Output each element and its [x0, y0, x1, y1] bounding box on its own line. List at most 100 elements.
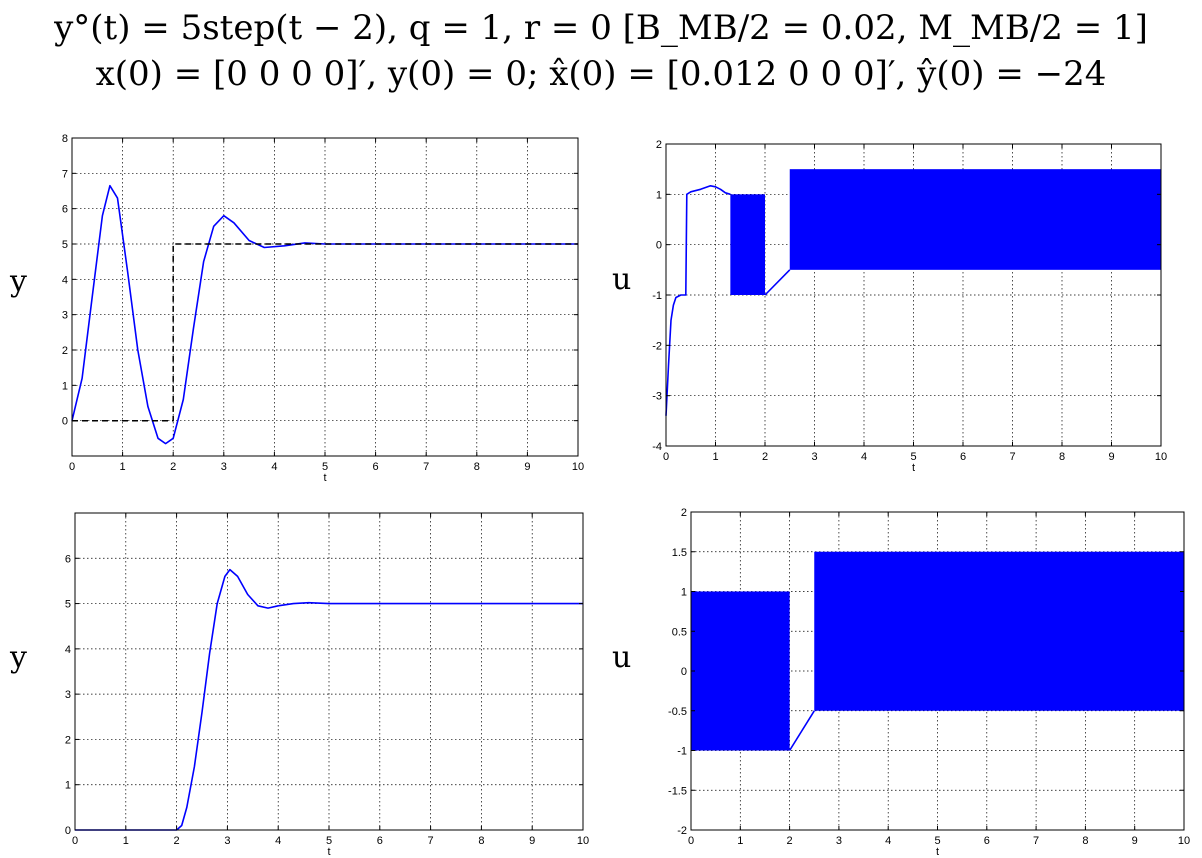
x-tick-label: 5 [326, 835, 332, 847]
x-tick-label: 5 [322, 461, 328, 473]
x-tick-label: 8 [474, 461, 480, 473]
ylabel-top-right: u [612, 262, 632, 297]
x-tick-label: 7 [1009, 451, 1015, 463]
y-tick-label: -1.5 [668, 785, 687, 797]
ylabel-top-left: y [10, 264, 27, 299]
x-tick-label: 7 [423, 461, 429, 473]
y-tick-label: -3 [652, 391, 662, 403]
x-tick-label: 8 [478, 835, 484, 847]
y-tick-label: 3 [62, 310, 68, 322]
y-tick-label: -2 [652, 340, 662, 352]
chart-top-right: 0 1 2 3 4 5 6 7 8 9 10 -4 -3 -2 -1 0 1 2 t [652, 139, 1167, 474]
x-tick-label: 8 [1082, 835, 1088, 847]
x-tick-label: 4 [275, 835, 281, 847]
x-tick-label: 9 [529, 835, 535, 847]
y-tick-label: 2 [65, 734, 71, 746]
x-tick-label: 2 [174, 835, 180, 847]
chart-bottom-left: 0 1 2 3 4 5 6 7 8 9 10 0 1 2 3 4 5 6 t [65, 512, 589, 858]
y-tick-label: 5 [65, 599, 71, 611]
y-tick-label: 1 [65, 780, 71, 792]
y-tick-label: 6 [65, 553, 71, 565]
x-tick-label: 3 [836, 835, 842, 847]
y-tick-label: 6 [62, 204, 68, 216]
series-line-1 [72, 243, 578, 422]
x-tick-label: 4 [271, 461, 277, 473]
ylabel-bottom-left: y [10, 640, 27, 675]
y-tick-label: 7 [62, 168, 68, 180]
x-tick-label: 0 [663, 451, 669, 463]
x-tick-label: 1 [737, 835, 743, 847]
y-tick-label: 4 [65, 644, 71, 656]
y-tick-label: 1 [62, 380, 68, 392]
x-tick-label: 0 [688, 835, 694, 847]
x-tick-label: 5 [910, 451, 916, 463]
x-tick-label: 10 [1178, 835, 1190, 847]
x-tick-label: 5 [934, 835, 940, 847]
x-tick-label: 6 [960, 451, 966, 463]
x-tick-label: 10 [572, 461, 584, 473]
series-line-1 [764, 269, 791, 296]
x-tick-label: 1 [712, 451, 718, 463]
x-tick-label: 6 [373, 461, 379, 473]
x-tick-label: 9 [524, 461, 530, 473]
ylabel-bottom-right: u [612, 640, 632, 675]
x-tick-label: 9 [1108, 451, 1114, 463]
x-axis-label: t [327, 846, 330, 858]
x-tick-label: 3 [811, 451, 817, 463]
y-tick-label: 0 [65, 825, 71, 837]
y-tick-label: 0 [681, 666, 687, 678]
equation-line-2: x(0) = [0 0 0 0]′, y(0) = 0; x̂(0) = [0.… [95, 54, 1107, 94]
x-tick-label: 1 [123, 835, 129, 847]
y-tick-label: -0.5 [668, 706, 687, 718]
x-tick-label: 7 [1033, 835, 1039, 847]
x-tick-label: 6 [984, 835, 990, 847]
chart-top-left: 0 1 2 3 4 5 6 7 8 9 10 0 1 2 3 4 5 6 7 8 t [62, 133, 584, 484]
x-tick-label: 8 [1059, 451, 1065, 463]
y-tick-label: -1 [677, 746, 687, 758]
x-tick-label: 10 [577, 835, 589, 847]
x-tick-label: 2 [762, 451, 768, 463]
x-tick-label: 1 [120, 461, 126, 473]
x-tick-label: 2 [787, 835, 793, 847]
series-line-0 [75, 568, 583, 831]
x-tick-label: 3 [221, 461, 227, 473]
y-tick-label: 0 [656, 240, 662, 252]
x-tick-label: 7 [428, 835, 434, 847]
y-tick-label: -1 [652, 290, 662, 302]
y-tick-label: 0.5 [672, 626, 687, 638]
x-tick-label: 2 [170, 461, 176, 473]
y-tick-label: 2 [681, 507, 687, 519]
x-axis-label: t [936, 846, 939, 858]
x-axis-label: t [323, 472, 326, 484]
y-tick-label: 1 [681, 587, 687, 599]
switching-band-0 [691, 591, 790, 751]
y-tick-label: 2 [62, 345, 68, 357]
x-tick-label: 4 [861, 451, 867, 463]
switching-band-1 [789, 169, 1161, 270]
series-line-0 [665, 185, 731, 416]
y-tick-label: 2 [656, 139, 662, 151]
x-tick-label: 0 [72, 835, 78, 847]
switching-band-0 [730, 194, 765, 295]
y-tick-label: 0 [62, 416, 68, 428]
chart-bottom-right: 0 1 2 3 4 5 6 7 8 9 10 -2 -1.5 -1 -0.5 0 0.5 1 1.5 2 t [668, 507, 1190, 858]
x-tick-label: 10 [1155, 451, 1167, 463]
y-tick-label: 1.5 [672, 547, 687, 559]
y-tick-label: 3 [65, 689, 71, 701]
series-line-0 [788, 710, 815, 751]
x-axis-label: t [912, 462, 915, 474]
y-tick-label: 1 [656, 189, 662, 201]
x-tick-label: 4 [885, 835, 891, 847]
x-tick-label: 6 [377, 835, 383, 847]
y-tick-label: -4 [652, 441, 662, 453]
series-line-0 [71, 184, 578, 445]
y-tick-label: 4 [62, 274, 68, 286]
y-tick-label: 5 [62, 239, 68, 251]
y-tick-label: 8 [62, 133, 68, 145]
x-tick-label: 0 [69, 461, 75, 473]
y-tick-label: -2 [677, 825, 687, 837]
equation-line-1: y°(t) = 5step(t − 2), q = 1, r = 0 [B_MB… [54, 8, 1148, 48]
x-tick-label: 9 [1132, 835, 1138, 847]
switching-band-1 [814, 551, 1184, 711]
